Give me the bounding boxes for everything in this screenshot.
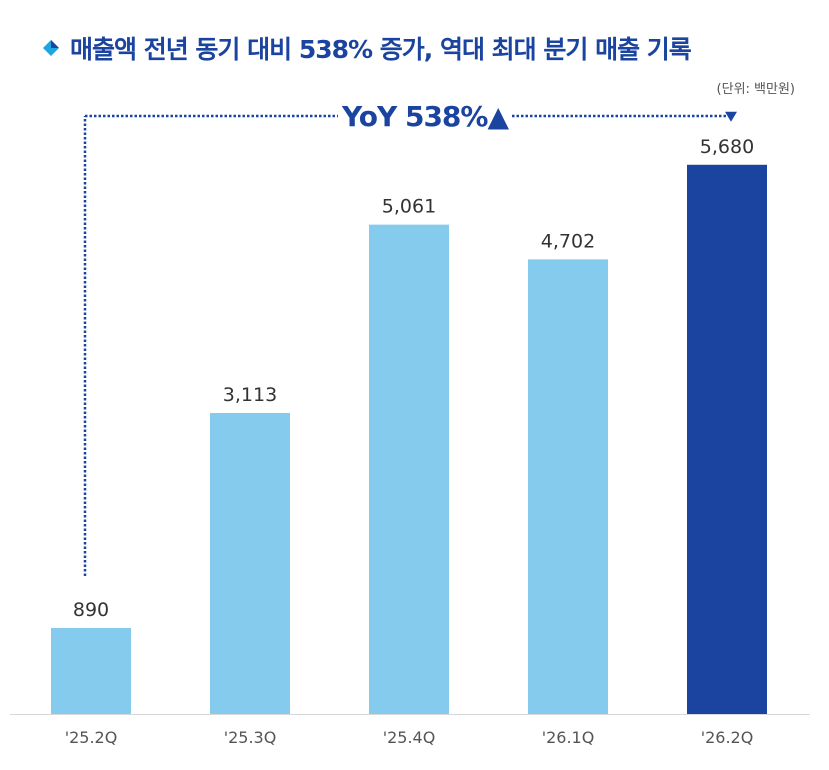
chart-title: 매출액 전년 동기 대비 538% 증가, 역대 최대 분기 매출 기록 bbox=[70, 35, 692, 64]
chart-title-row: 매출액 전년 동기 대비 538% 증가, 역대 최대 분기 매출 기록 bbox=[40, 30, 692, 66]
yoy-annotation: YoY 538%▲ bbox=[341, 100, 509, 133]
unit-label: (단위: 백만원) bbox=[716, 82, 795, 97]
bar-2 bbox=[210, 412, 290, 714]
x-tick-label-1: '25.2Q bbox=[65, 728, 118, 747]
data-label-2: 3,113 bbox=[223, 384, 277, 406]
x-tick-label-4: '26.1Q bbox=[542, 728, 595, 747]
data-label-3: 5,061 bbox=[382, 196, 436, 218]
x-tick-label-3: '25.4Q bbox=[383, 728, 436, 747]
data-label-5: 5,680 bbox=[700, 136, 754, 158]
bar-3 bbox=[369, 224, 449, 715]
x-tick-label-5: '26.2Q bbox=[701, 728, 754, 747]
bar-1 bbox=[51, 627, 131, 714]
x-tick-label-2: '25.3Q bbox=[224, 728, 277, 747]
data-label-4: 4,702 bbox=[541, 230, 595, 252]
bracket-arrow-icon bbox=[725, 111, 737, 122]
bar-4 bbox=[528, 259, 608, 714]
diamond-bullet-icon bbox=[43, 40, 59, 56]
bar-5 bbox=[687, 164, 767, 715]
data-label-1: 890 bbox=[73, 599, 109, 621]
